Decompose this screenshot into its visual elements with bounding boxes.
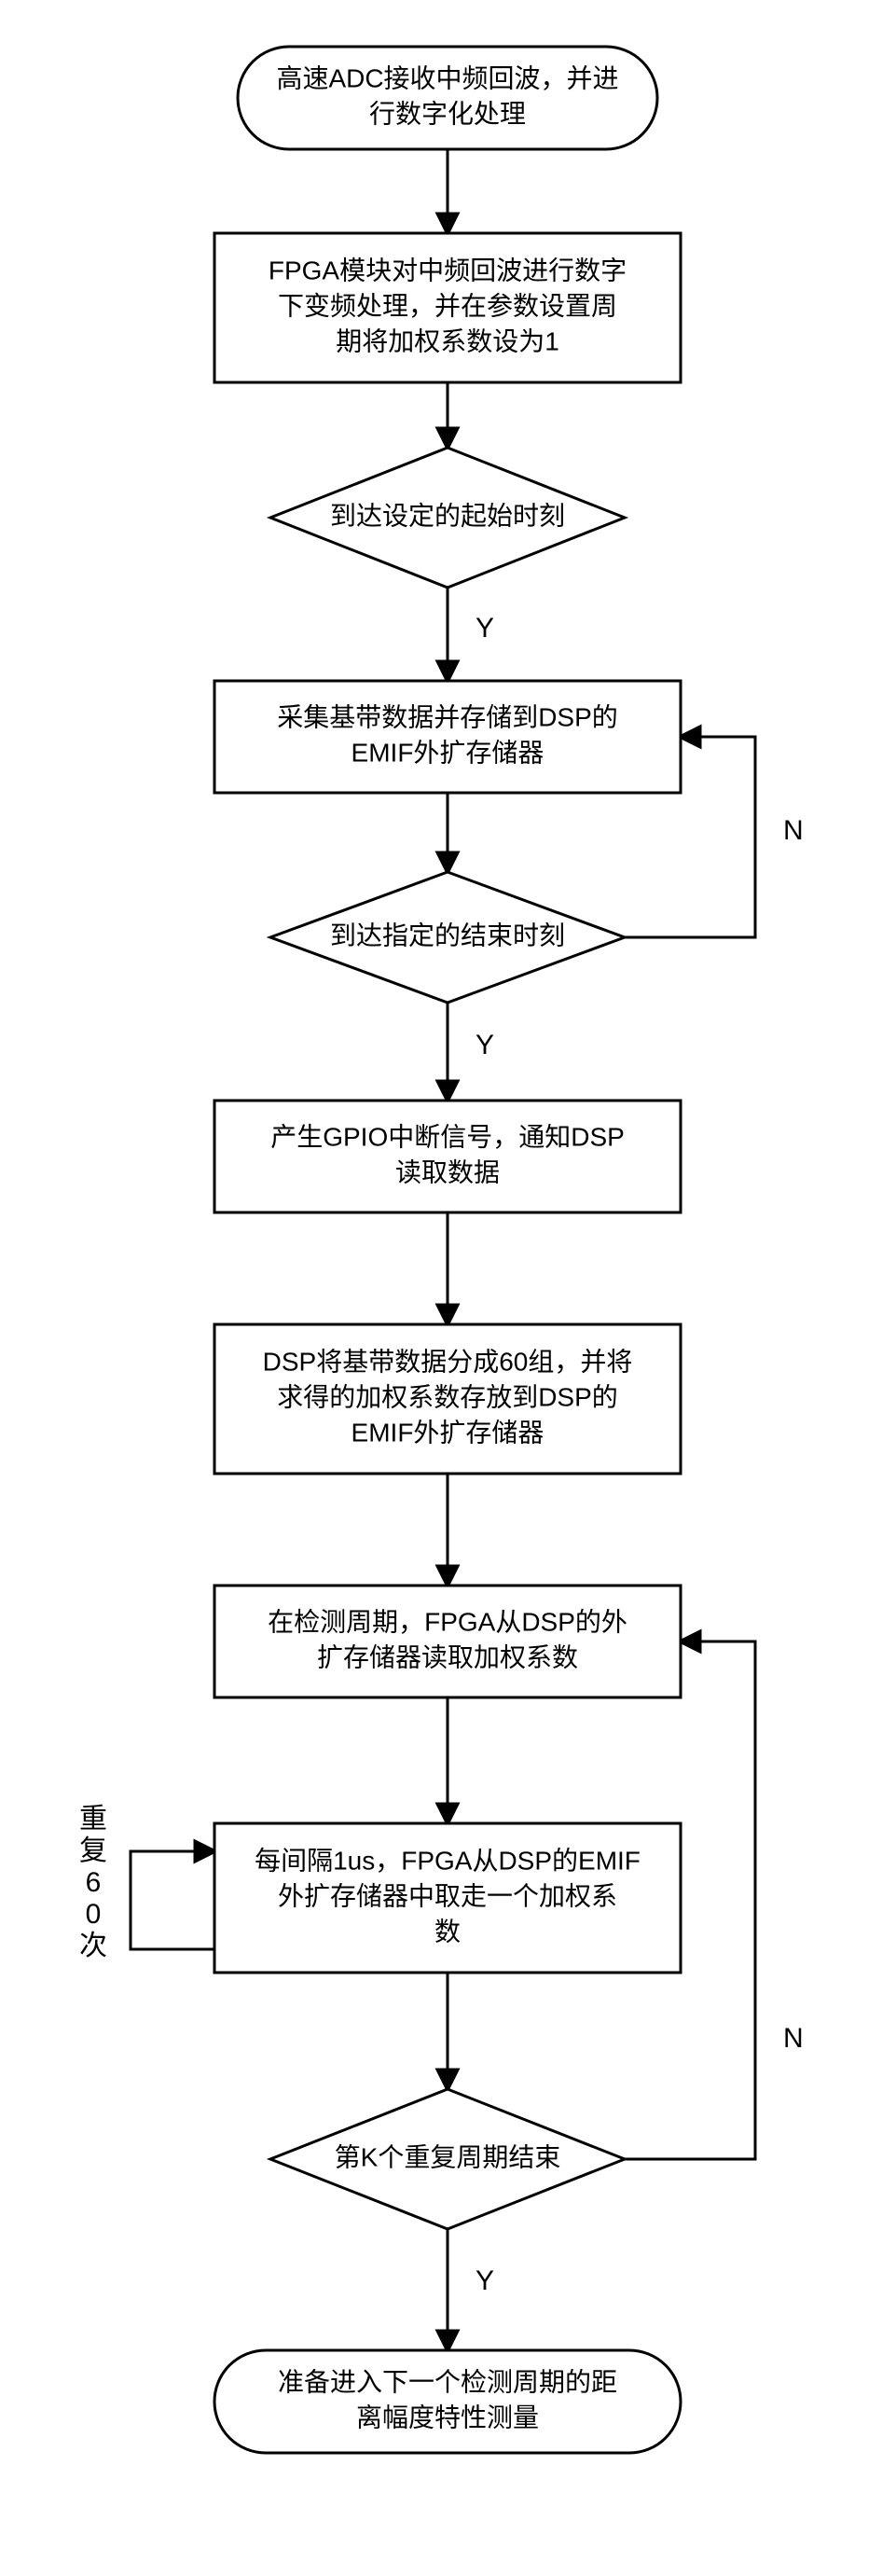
svg-text:在检测周期，FPGA从DSP的外: 在检测周期，FPGA从DSP的外 (268, 1607, 627, 1636)
svg-text:扩存储器读取加权系数: 扩存储器读取加权系数 (317, 1642, 578, 1671)
node-end: 准备进入下一个检测周期的距离幅度特性测量 (214, 2350, 681, 2453)
svg-text:Y: Y (476, 2265, 494, 2296)
node-dec1: 到达设定的起始时刻 (270, 448, 625, 588)
node-proc3: 产生GPIO中断信号，通知DSP 读取数据 (214, 1101, 681, 1212)
svg-text:Y: Y (476, 1030, 494, 1060)
svg-text:到达指定的结束时刻: 到达指定的结束时刻 (330, 921, 565, 949)
node-dec3: 第K个重复周期结束 (270, 2089, 625, 2229)
svg-text:EMIF外扩存储器: EMIF外扩存储器 (352, 738, 544, 767)
node-proc4: DSP将基带数据分成60组，并将求得的加权系数存放到DSP的 EMIF外扩存储器 (214, 1324, 681, 1474)
svg-text:行数字化处理: 行数字化处理 (369, 99, 526, 128)
svg-text:数: 数 (434, 1917, 461, 1946)
svg-text:读取数据: 读取数据 (395, 1157, 500, 1186)
svg-text:Y: Y (476, 613, 494, 644)
svg-text:6: 6 (86, 1867, 102, 1898)
svg-text:DSP将基带数据分成60组，并将: DSP将基带数据分成60组，并将 (263, 1347, 633, 1376)
svg-text:重: 重 (79, 1804, 107, 1835)
node-start: 高速ADC接收中频回波，并进行数字化处理 (238, 47, 657, 149)
svg-text:0: 0 (86, 1899, 102, 1930)
node-dec2: 到达指定的结束时刻 (270, 872, 625, 1003)
node-proc1: FPGA模块对中频回波进行数字下变频处理，并在参数设置周期将加权系数设为1 (214, 233, 681, 382)
svg-text:期将加权系数设为1: 期将加权系数设为1 (336, 326, 559, 355)
svg-text:离幅度特性测量: 离幅度特性测量 (356, 2403, 539, 2431)
svg-text:EMIF外扩存储器: EMIF外扩存储器 (352, 1418, 544, 1447)
node-proc2: 采集基带数据并存储到DSP的 EMIF外扩存储器 (214, 681, 681, 793)
svg-text:求得的加权系数存放到DSP的: 求得的加权系数存放到DSP的 (277, 1382, 618, 1411)
svg-text:外扩存储器中取走一个加权系: 外扩存储器中取走一个加权系 (278, 1881, 617, 1910)
flowchart-canvas: 高速ADC接收中频回波，并进行数字化处理 FPGA模块对中频回波进行数字下变频处理… (0, 0, 896, 2576)
svg-text:高速ADC接收中频回波，并进: 高速ADC接收中频回波，并进 (276, 63, 618, 92)
svg-text:到达设定的起始时刻: 到达设定的起始时刻 (330, 501, 565, 530)
svg-text:复: 复 (79, 1835, 107, 1866)
svg-text:采集基带数据并存储到DSP的: 采集基带数据并存储到DSP的 (277, 702, 618, 731)
svg-text:次: 次 (79, 1931, 107, 1961)
svg-text:准备进入下一个检测周期的距: 准备进入下一个检测周期的距 (278, 2367, 617, 2396)
svg-text:FPGA模块对中频回波进行数字: FPGA模块对中频回波进行数字 (269, 256, 627, 284)
svg-text:第K个重复周期结束: 第K个重复周期结束 (335, 2142, 561, 2171)
svg-text:每间隔1us，FPGA从DSP的EMIF: 每间隔1us，FPGA从DSP的EMIF (255, 1846, 641, 1875)
svg-text:N: N (783, 2023, 804, 2054)
svg-text:产生GPIO中断信号，通知DSP: 产生GPIO中断信号，通知DSP (270, 1122, 625, 1151)
svg-text:下变频处理，并在参数设置周: 下变频处理，并在参数设置周 (278, 291, 617, 320)
node-proc6: 每间隔1us，FPGA从DSP的EMIF 外扩存储器中取走一个加权系数 (214, 1823, 681, 1973)
svg-text:N: N (783, 815, 804, 846)
node-proc5: 在检测周期，FPGA从DSP的外扩存储器读取加权系数 (214, 1586, 681, 1697)
